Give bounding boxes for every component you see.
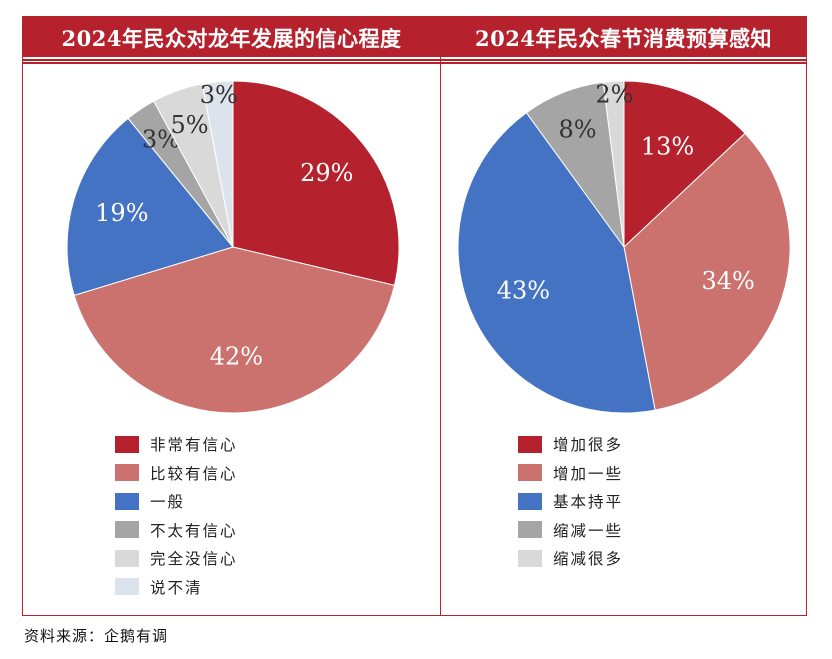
- legend-swatch: [115, 435, 139, 453]
- source-note: 资料来源：企鹅有调: [24, 627, 169, 645]
- legend-item: 不太有信心: [115, 519, 238, 541]
- pie-slice-2: [73, 246, 396, 414]
- legend-label: 缩减很多: [553, 550, 624, 568]
- legend-item: 缩减很多: [518, 547, 623, 569]
- pie-slice-3: [457, 112, 656, 414]
- pie-slice-2: [623, 132, 791, 411]
- data-label-1: 29%: [300, 159, 353, 187]
- pie-chart-spending: 13% 34% 43% 8% 2%: [457, 80, 791, 414]
- legend-item: 一般: [115, 490, 185, 512]
- data-label-2: 42%: [210, 343, 263, 371]
- legend-label: 基本持平: [553, 493, 624, 511]
- data-label-3: 19%: [95, 199, 148, 227]
- legend-swatch: [115, 578, 139, 595]
- legend-label: 增加一些: [553, 464, 624, 483]
- legend-swatch: [518, 435, 542, 453]
- legend-swatch: [518, 492, 542, 510]
- legend-label: 缩减一些: [553, 521, 624, 540]
- legend-swatch: [115, 464, 139, 481]
- chart-title: 2024年民众对龙年发展的信心程度: [23, 17, 440, 61]
- legend-label: 比较有信心: [150, 464, 238, 483]
- legend-swatch: [115, 492, 139, 510]
- data-label-2: 34%: [702, 267, 755, 295]
- legend-label: 增加很多: [553, 436, 624, 454]
- title-underline: [441, 62, 806, 64]
- legend-label: 一般: [150, 493, 186, 511]
- data-label-3: 43%: [497, 277, 550, 305]
- data-label-5: 2%: [595, 81, 633, 109]
- legend-swatch: [518, 464, 542, 481]
- data-label-6: 3%: [200, 81, 238, 109]
- legend-label: 不太有信心: [150, 521, 238, 540]
- pie-chart-confidence: 29%42%19%3%5%3%: [66, 80, 400, 414]
- legend-label: 完全没信心: [150, 550, 238, 568]
- legend-swatch: [115, 521, 139, 538]
- legend-label: 说不清: [150, 578, 203, 597]
- pie-slice-3: [66, 117, 234, 296]
- legend-swatch: [518, 549, 542, 567]
- pie-slice-1: [232, 80, 400, 286]
- data-label-4: 8%: [559, 116, 597, 144]
- legend-swatch: [518, 521, 542, 538]
- chart-panel-spending: 2024年民众春节消费预算感知 13% 34% 43% 8% 2% 增加很多增加一些基本…: [441, 16, 807, 616]
- legend-label: 非常有信心: [150, 436, 238, 454]
- legend-item: 缩减一些: [518, 519, 623, 541]
- legend-item: 增加一些: [518, 462, 623, 484]
- legend-item: 完全没信心: [115, 547, 238, 569]
- chart-title: 2024年民众春节消费预算感知: [441, 17, 806, 61]
- legend-swatch: [115, 549, 139, 567]
- data-label-1: 13%: [641, 132, 694, 160]
- title-underline: [23, 62, 440, 64]
- legend-item: 说不清: [115, 576, 203, 598]
- pie-slice-1: [623, 80, 746, 249]
- legend-item: 非常有信心: [115, 433, 238, 455]
- pie-slice-6: [201, 80, 234, 248]
- data-label-5: 5%: [171, 111, 209, 139]
- chart-panel-confidence: 2024年民众对龙年发展的信心程度 29% 42% 19% 3% 5% 3% 非常有信心比…: [22, 16, 441, 616]
- pie-slice-5: [602, 80, 625, 248]
- legend-item: 基本持平: [518, 490, 623, 512]
- legend-item: 增加很多: [518, 433, 623, 455]
- legend-item: 比较有信心: [115, 462, 238, 484]
